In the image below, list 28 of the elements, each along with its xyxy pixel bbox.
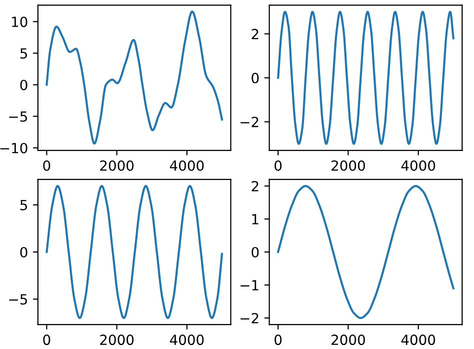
y-tick-label: 5 bbox=[20, 48, 27, 59]
y-tick-label: 0 bbox=[20, 80, 28, 90]
x-tick-label: 4000 bbox=[401, 334, 436, 346]
y-tick-label: 0 bbox=[252, 72, 259, 84]
x-tick-label: 0 bbox=[43, 334, 50, 346]
x-tick-label: 4000 bbox=[170, 160, 204, 171]
y-tick-label: −5 bbox=[9, 111, 27, 122]
y-tick-label: 10 bbox=[12, 16, 28, 28]
y-tick-label: 1 bbox=[252, 214, 258, 224]
x-tick-label: 0 bbox=[274, 334, 282, 346]
x-tick-label: 2000 bbox=[332, 160, 365, 171]
x-tick-label: 2000 bbox=[100, 160, 134, 171]
y-tick-label: −10 bbox=[0, 142, 28, 154]
y-tick-label: −5 bbox=[9, 294, 27, 305]
y-tick-label: 2 bbox=[252, 28, 258, 40]
x-tick-label: 2000 bbox=[332, 334, 365, 346]
y-tick-label: 5 bbox=[20, 200, 27, 210]
y-tick-label: −1 bbox=[240, 280, 258, 290]
x-tick-label: 0 bbox=[274, 160, 282, 171]
x-tick-label: 4000 bbox=[401, 160, 436, 171]
y-tick-label: −2 bbox=[240, 116, 258, 128]
y-tick-label: 0 bbox=[252, 246, 259, 258]
y-tick-label: 0 bbox=[20, 246, 28, 258]
y-tick-label: −2 bbox=[240, 312, 258, 324]
x-tick-label: 4000 bbox=[170, 334, 204, 346]
y-tick-label: 2 bbox=[252, 180, 258, 192]
x-tick-label: 0 bbox=[43, 160, 50, 171]
x-tick-label: 2000 bbox=[100, 334, 134, 346]
